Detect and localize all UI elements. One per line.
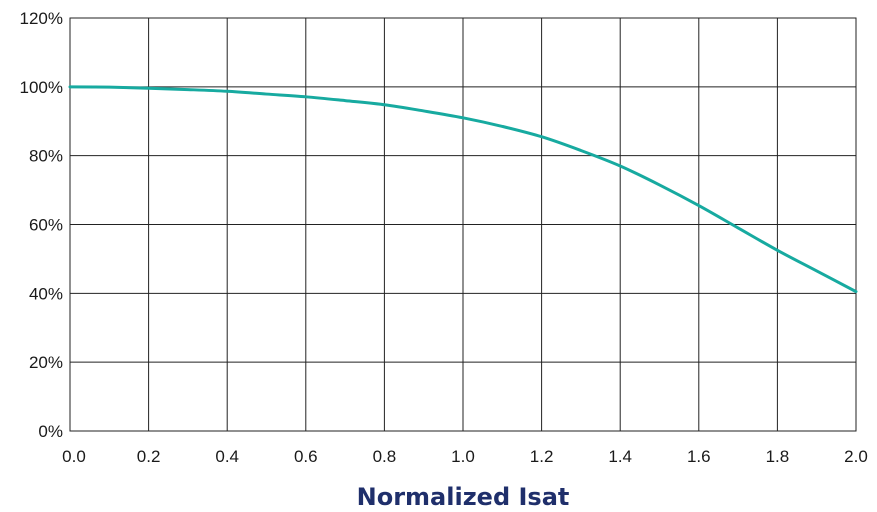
x-tick-label: 0.2 [137, 447, 161, 466]
y-tick-label: 80% [29, 147, 63, 166]
series-line [68, 85, 858, 294]
x-tick-label: 1.2 [530, 447, 554, 466]
x-tick-label: 0.4 [215, 447, 239, 466]
y-axis-tick-labels: 0% 20% 40% 60% 80% 100% 120% [20, 9, 63, 441]
x-axis-title: Normalized Isat [357, 483, 570, 511]
x-tick-label: 2.0 [844, 447, 868, 466]
series-layer [68, 85, 858, 294]
y-tick-label: 60% [29, 216, 63, 235]
y-tick-label: 40% [29, 284, 63, 303]
x-tick-label: 1.6 [687, 447, 711, 466]
y-tick-label: 120% [20, 9, 63, 28]
x-tick-label: 0.6 [294, 447, 318, 466]
x-axis-tick-labels: 0.0 0.2 0.4 0.6 0.8 1.0 1.2 1.4 1.6 1.8 2.0 [62, 447, 868, 466]
x-tick-label: 0.0 [62, 447, 86, 466]
x-tick-label: 0.8 [373, 447, 397, 466]
y-tick-label: 100% [20, 78, 63, 97]
plot-frame [69, 17, 857, 432]
y-tick-label: 0% [38, 422, 63, 441]
x-tick-label: 1.4 [608, 447, 632, 466]
x-tick-label: 1.0 [451, 447, 475, 466]
x-tick-label: 1.8 [766, 447, 790, 466]
y-tick-label: 20% [29, 353, 63, 372]
grid-lines [69, 17, 857, 432]
